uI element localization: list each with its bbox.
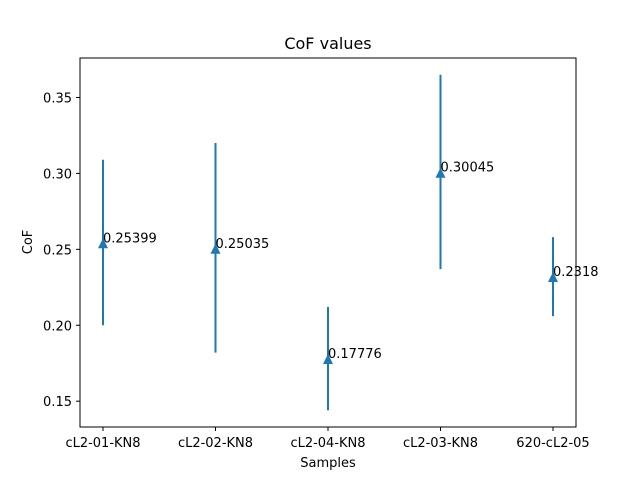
data-point-marker: [210, 243, 221, 254]
chart-title: CoF values: [284, 34, 371, 53]
x-axis-label: Samples: [300, 456, 356, 471]
y-tick-label: 0.25: [43, 243, 72, 258]
y-axis-label: CoF: [21, 230, 36, 255]
x-tick-label: cL2-03-KN8: [403, 436, 478, 451]
data-point-marker: [323, 354, 333, 365]
y-tick-label: 0.20: [43, 319, 72, 334]
data-label: 0.17776: [328, 347, 382, 362]
axes-frame: [79, 57, 577, 428]
data-label: 0.25399: [103, 231, 157, 246]
y-tick-label: 0.15: [43, 395, 72, 410]
data-point-marker: [435, 167, 446, 178]
y-tick-label: 0.35: [43, 91, 72, 106]
plot-area: 0.15 0.20 0.25 0.30 0.35 cL2-01-KN8 cL2-02-KN8…: [43, 74, 599, 451]
data-point-marker: [98, 238, 108, 249]
x-tick-label: cL2-04-KN8: [290, 436, 365, 451]
y-tick-label: 0.30: [43, 167, 72, 182]
data-label: 0.25035: [216, 237, 270, 252]
x-tick-label: cL2-02-KN8: [178, 436, 253, 451]
data-label: 0.30045: [441, 161, 495, 176]
x-tick-label: 620-cL2-05: [516, 436, 589, 451]
data-point-marker: [548, 271, 558, 282]
x-tick-label: cL2-01-KN8: [65, 436, 140, 451]
